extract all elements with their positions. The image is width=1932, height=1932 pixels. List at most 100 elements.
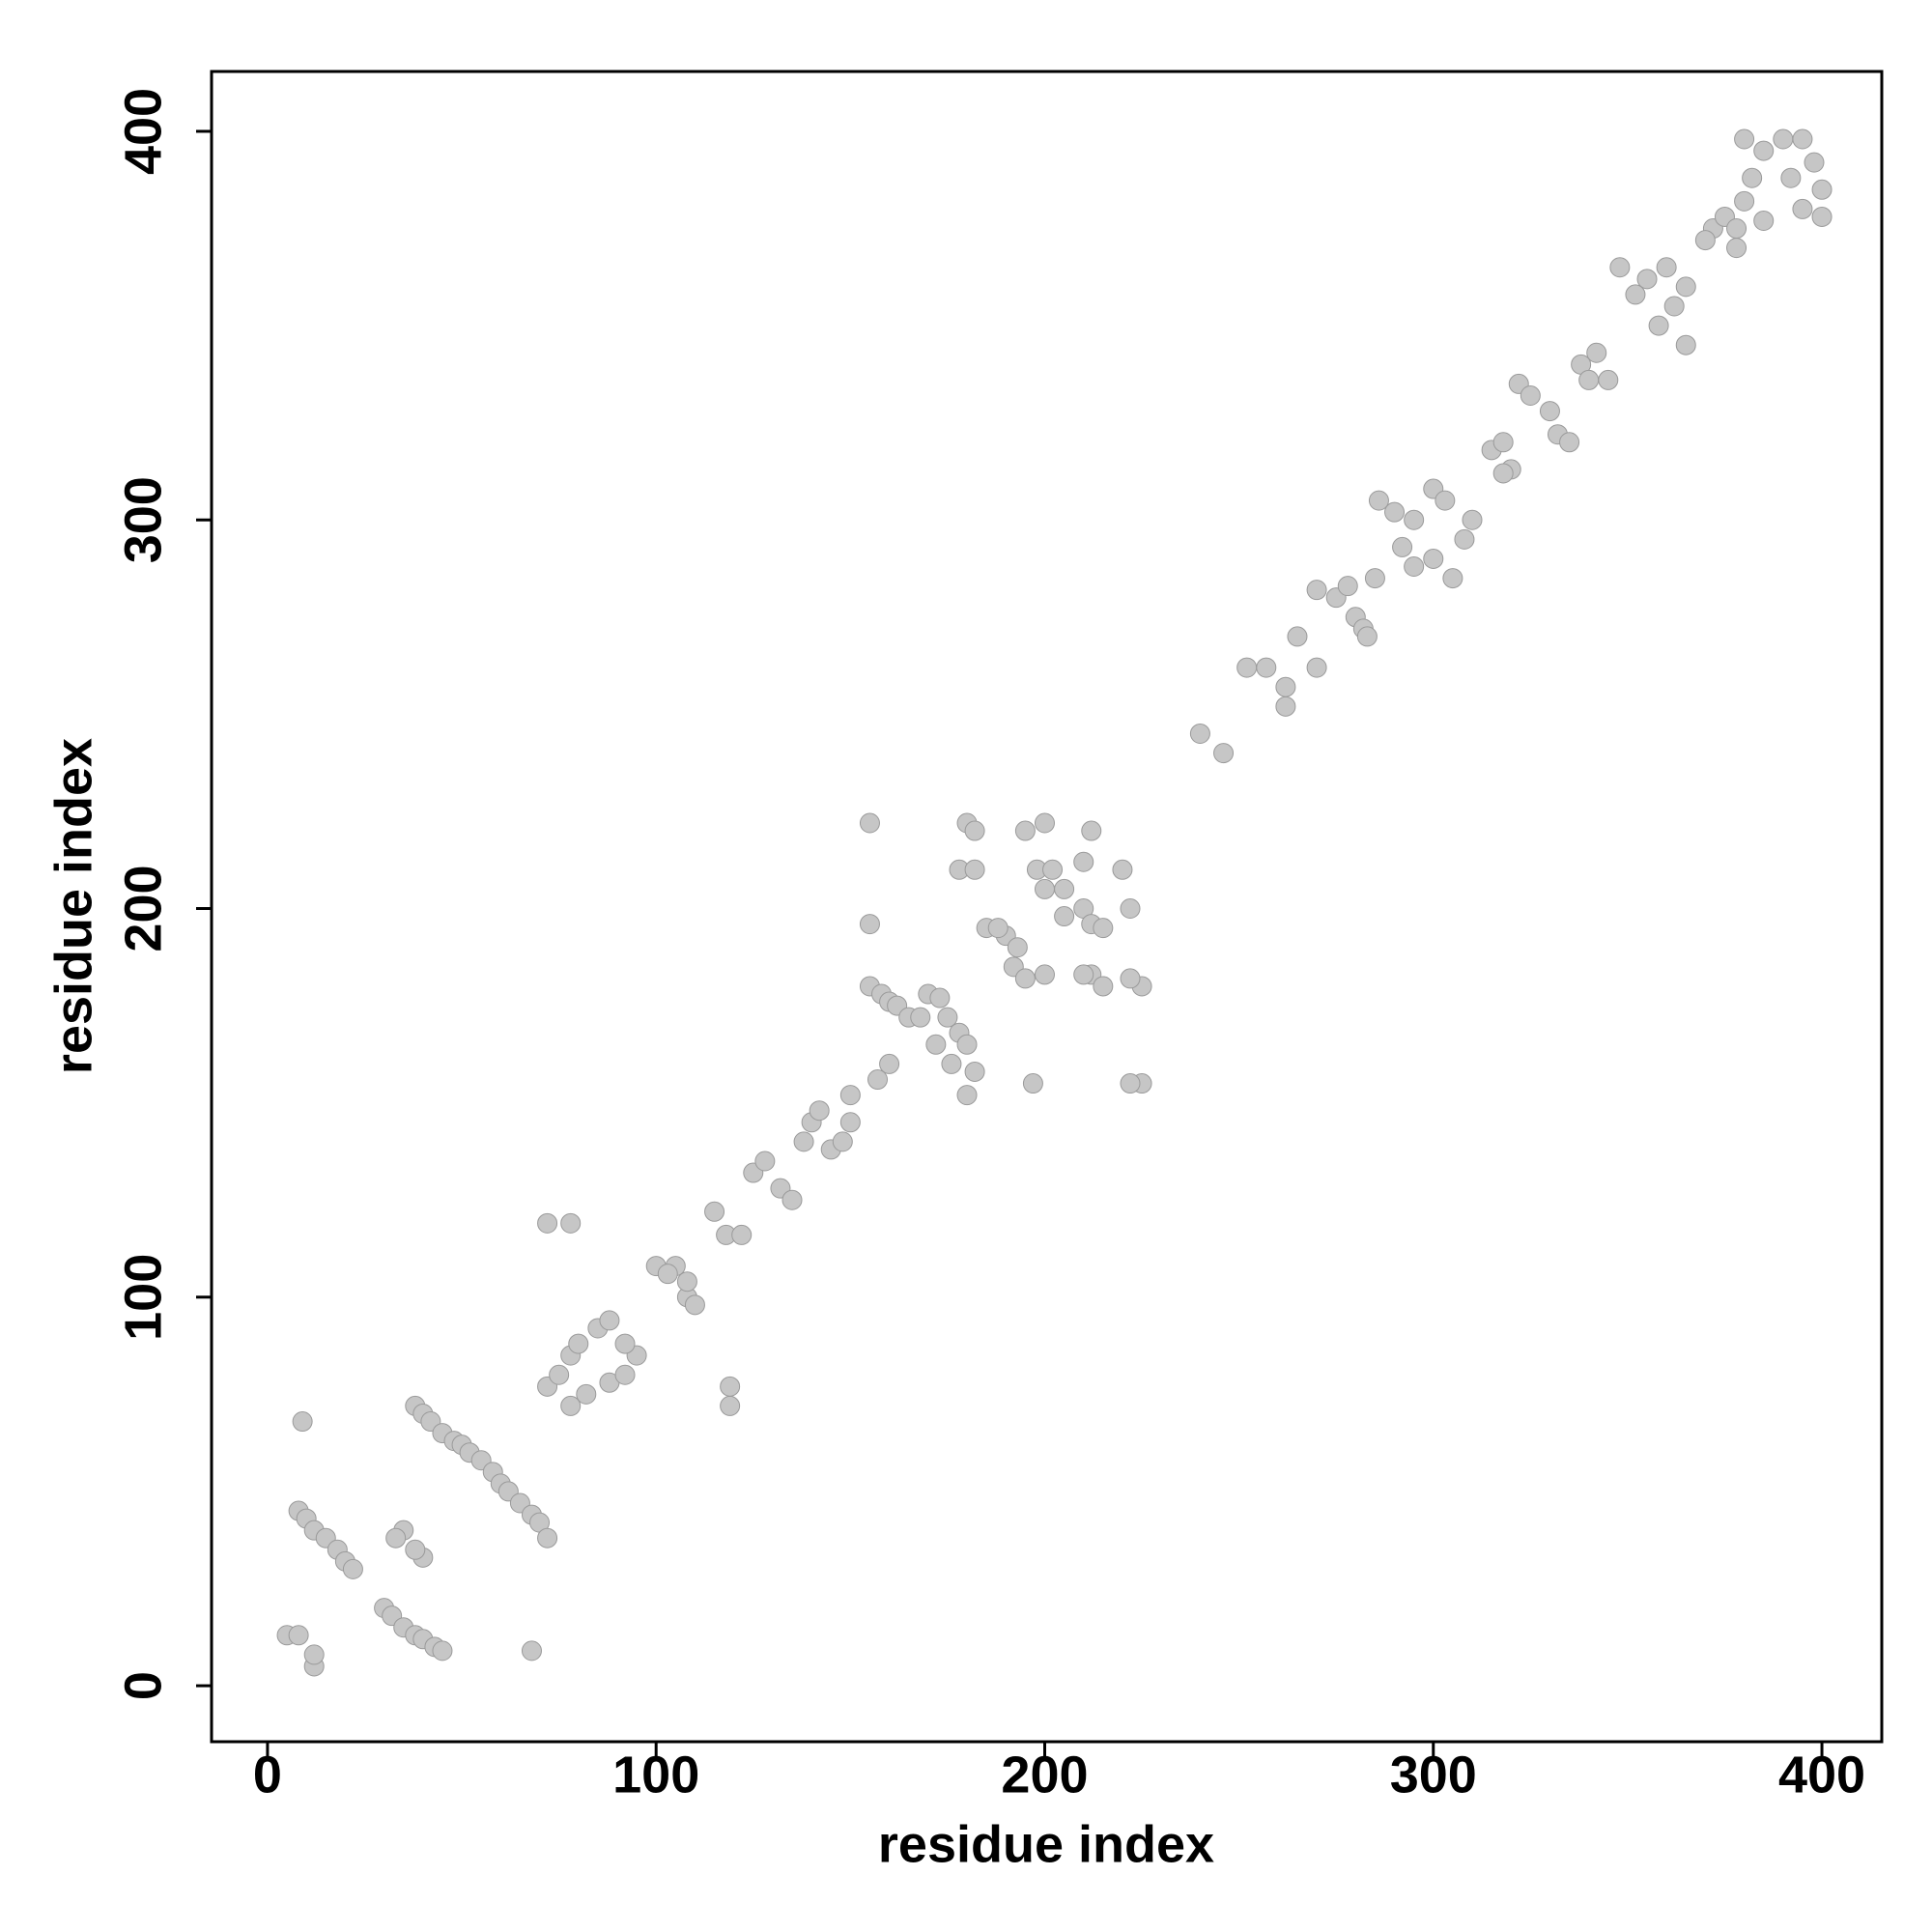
point [1034,812,1055,834]
point [793,1131,814,1152]
point [832,1131,853,1152]
point [1435,490,1456,511]
point [1753,140,1775,161]
x-tick-label: 200 [1001,1746,1088,1804]
point [1093,976,1114,997]
point [1275,696,1296,717]
point [1811,206,1833,227]
point [1423,548,1444,569]
point [1081,820,1102,841]
point [1734,190,1755,212]
point [432,1640,453,1662]
point [1811,179,1833,200]
point [576,1383,597,1405]
point [1014,820,1036,841]
x-axis-label: residue index [878,1815,1214,1873]
point [1726,238,1747,259]
y-tick-label: 200 [114,865,172,952]
point [720,1395,741,1416]
point [1804,152,1825,173]
y-axis-label: residue index [44,738,102,1074]
point [910,1007,931,1028]
point [1753,210,1775,231]
point [560,1395,582,1416]
point [614,1364,636,1385]
point [292,1411,313,1433]
point [839,1085,861,1106]
point [1120,1073,1141,1094]
y-tick-label: 300 [114,476,172,563]
point [1054,878,1075,899]
x-tick-label: 300 [1390,1746,1477,1804]
point [1694,230,1716,251]
point [925,1034,947,1055]
point [1734,128,1755,150]
point [1236,657,1258,678]
point [1625,284,1646,305]
point [614,1333,636,1354]
point [956,1085,978,1106]
point [839,1112,861,1133]
point [1648,315,1669,336]
y-tick-label: 400 [114,88,172,175]
point [1520,385,1541,407]
point [303,1644,325,1665]
point [1492,432,1514,453]
point [1112,859,1133,880]
point [1598,369,1619,390]
y-tick-label: 0 [114,1671,172,1700]
point [1404,509,1425,530]
point [1742,167,1763,188]
point [1492,463,1514,484]
point [676,1271,697,1293]
point [1726,218,1747,240]
point [1792,198,1813,219]
point [1034,878,1055,899]
point [956,1034,978,1055]
point [1454,528,1475,550]
point [1337,576,1358,597]
point [405,1539,426,1560]
point [1093,918,1114,939]
point [754,1151,776,1172]
point [1404,556,1425,578]
point [1120,898,1141,920]
point [1034,964,1055,985]
point [1636,269,1658,290]
point [1213,743,1235,764]
point [1364,568,1385,589]
point [1462,509,1483,530]
point [1073,964,1094,985]
point [1578,369,1600,390]
point [1368,490,1389,511]
point [1007,937,1028,958]
x-tick-label: 100 [612,1746,699,1804]
point [1675,334,1696,355]
point [1073,851,1094,872]
point [1539,401,1560,422]
point [704,1201,725,1222]
point [1663,296,1685,317]
point [964,820,985,841]
point [684,1294,705,1316]
point [964,859,985,880]
point [1384,501,1406,523]
point [1392,536,1413,557]
point [1780,167,1802,188]
point [342,1558,363,1579]
point [929,987,951,1009]
point [937,1007,958,1028]
point [288,1625,309,1646]
point [1120,968,1141,989]
point [1306,657,1327,678]
point [560,1212,582,1234]
point [385,1527,407,1548]
y-tick-label: 100 [114,1254,172,1341]
point [1656,257,1677,278]
point [879,1053,900,1074]
point [809,1100,830,1122]
point [867,1069,889,1091]
point [537,1527,558,1548]
